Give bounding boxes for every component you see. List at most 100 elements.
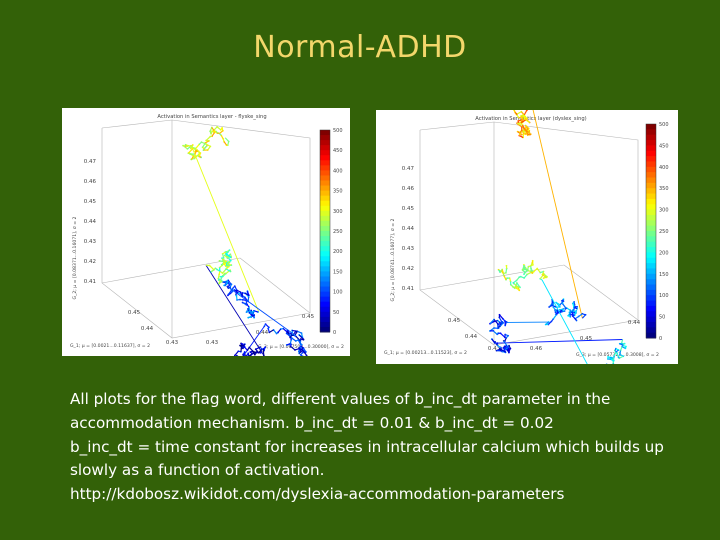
colorbar-segment [320, 291, 330, 298]
colorbar-segment [320, 256, 330, 262]
colorbar-segment [646, 134, 656, 141]
colorbar-segment [320, 286, 330, 293]
trajectory-segment [210, 267, 216, 273]
x-tick-label: 0.45 [128, 310, 141, 316]
colorbar-segment [320, 236, 330, 242]
trajectory-segment [300, 354, 304, 356]
colorbar-segment [646, 257, 656, 264]
colorbar-tick-label: 50 [659, 315, 665, 321]
colorbar-segment [646, 305, 656, 312]
colorbar-segment [646, 188, 656, 195]
colorbar-segment [320, 311, 330, 318]
trajectory-segment [247, 353, 250, 356]
plot-svg-right: Activation in Semantics layer (dyslex_si… [384, 110, 669, 364]
trajectory-segment [234, 350, 239, 356]
z-tick-label: 0.46 [84, 179, 97, 185]
colorbar-tick-label: 450 [659, 143, 669, 149]
trajectory-segment [572, 315, 577, 321]
colorbar-segment [646, 140, 656, 146]
colorbar-segment [320, 220, 330, 227]
trajectory-link [532, 110, 583, 319]
x-tick-label: 0.43 [488, 346, 501, 352]
z-tick-label: 0.43 [84, 239, 97, 245]
colorbar-tick-label: 0 [659, 336, 662, 342]
colorbar-segment [646, 193, 656, 200]
colorbar-segment [320, 195, 330, 202]
colorbar-segment [646, 289, 656, 296]
colorbar-segment [646, 295, 656, 302]
colorbar-segment [646, 220, 656, 227]
z-axis-label: G_2; μ = [0.08371...0.16071], σ = 2 [72, 216, 78, 299]
colorbar-tick-label: 350 [659, 186, 669, 192]
y-tick-label: 0.44 [628, 320, 641, 326]
colorbar-frame [319, 129, 331, 333]
colorbar-segment [646, 332, 656, 339]
colorbar-segment [320, 326, 330, 333]
colorbar-segment [320, 170, 330, 176]
colorbar-segment [320, 165, 330, 171]
trajectory-point [505, 264, 508, 267]
colorbar-segment [646, 263, 656, 269]
colorbar-segment [646, 209, 656, 216]
trajectory-segment [203, 145, 208, 151]
colorbar-segment [320, 296, 330, 303]
trajectory-segment [248, 354, 252, 356]
colorbar-tick-label: 500 [333, 128, 343, 134]
colorbar-segment [646, 129, 656, 136]
colorbar-segment [320, 210, 330, 217]
trajectory-segment [187, 148, 194, 154]
y-tick-label: 0.44 [256, 330, 269, 336]
colorbar-segment [320, 321, 330, 328]
colorbar-segment [646, 247, 656, 253]
trajectory-segment [209, 265, 215, 271]
colorbar-tick-label: 350 [333, 189, 343, 195]
trajectory-segment [493, 319, 499, 325]
trajectory-segment [555, 302, 561, 308]
colorbar-segment [646, 204, 656, 211]
trajectory-segment [295, 336, 301, 341]
colorbar-segment [320, 180, 330, 187]
plot-title: Activation in Semantics layer - flyske_s… [157, 114, 266, 120]
y-tick-label: 0.45 [302, 314, 315, 320]
z-tick-label: 0.41 [84, 279, 96, 285]
colorbar-segment [320, 175, 330, 181]
x-tick-label: 0.43 [166, 340, 179, 346]
colorbar-segment [320, 251, 330, 257]
colorbar-segment [646, 166, 656, 173]
plot-image-right: Activation in Semantics layer (dyslex_si… [376, 110, 678, 364]
colorbar-segment [320, 205, 330, 212]
z-tick-label: 0.42 [402, 266, 414, 272]
colorbar-segment [320, 231, 330, 237]
colorbar-tick-label: 300 [659, 208, 669, 214]
x-tick-label: 0.44 [465, 334, 478, 340]
colorbar-tick-label: 250 [333, 229, 343, 235]
plot-svg-left: Activation in Semantics layer - flyske_s… [70, 114, 344, 356]
colorbar-segment [320, 190, 330, 197]
colorbar-segment [646, 182, 656, 189]
colorbar-segment [320, 281, 330, 288]
caption-link[interactable]: http://kdobosz.wikidot.com/dyslexia-acco… [70, 485, 565, 504]
caption-line: accommodation mechanism. b_inc_dt = 0.01… [70, 413, 554, 432]
colorbar-segment [646, 327, 656, 334]
z-tick-label: 0.47 [84, 159, 97, 165]
colorbar-segment [320, 316, 330, 323]
plot-title: Activation in Semantics layer (dyslex_si… [475, 116, 586, 122]
x-tick-label: 0.44 [141, 326, 154, 332]
plot-image-left: Activation in Semantics layer - flyske_s… [62, 108, 350, 356]
z-tick-label: 0.46 [402, 186, 415, 192]
colorbar-segment [646, 177, 656, 184]
z-tick-label: 0.44 [402, 226, 415, 232]
slide-title: Normal-ADHD [253, 30, 467, 65]
trajectory-link [205, 265, 265, 356]
colorbar-segment [646, 214, 656, 221]
colorbar-segment [646, 236, 656, 243]
colorbar-tick-label: 100 [659, 293, 669, 299]
y-tick-label: 0.46 [530, 346, 543, 352]
colorbar-segment [320, 215, 330, 222]
colorbar-segment [646, 241, 656, 248]
colorbar-segment [646, 300, 656, 307]
x-tick-label: 0.45 [448, 318, 461, 324]
colorbar-segment [646, 150, 656, 157]
colorbar-tick-label: 100 [333, 290, 343, 296]
colorbar-segment [646, 321, 656, 328]
